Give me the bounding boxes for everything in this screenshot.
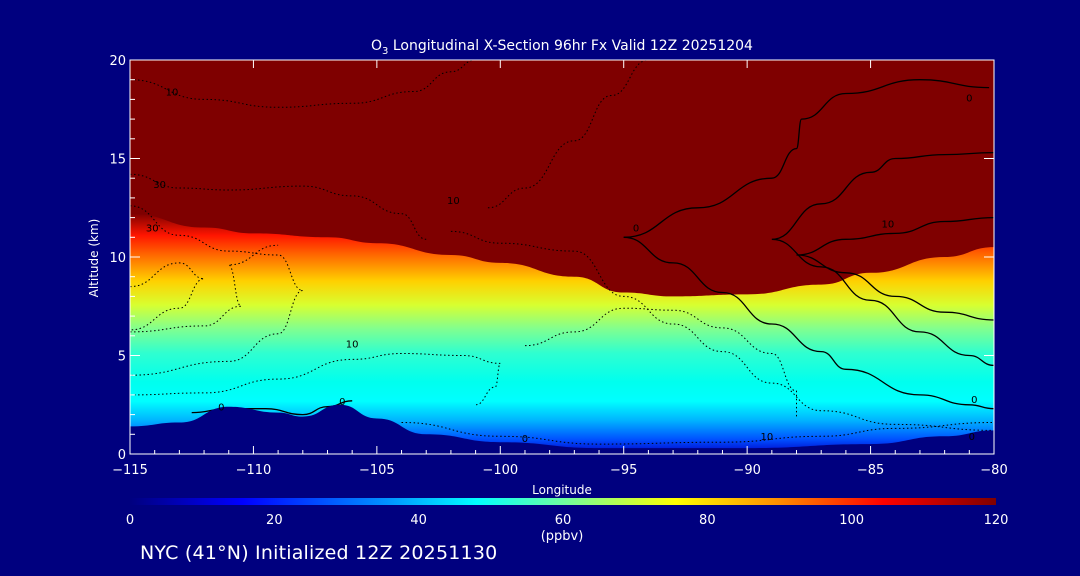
contour-label: 0 bbox=[339, 397, 345, 408]
contour-labels: 10 30 30 10 10 0 0 0 0 10 10 0 0 0 bbox=[146, 87, 978, 445]
x-tick-label: −85 bbox=[857, 463, 884, 478]
contour-label: 0 bbox=[633, 223, 639, 234]
contour-solid bbox=[623, 236, 994, 410]
y-tick-label: 5 bbox=[118, 350, 126, 365]
colorbar-tick-label: 80 bbox=[699, 513, 716, 528]
footer-text: NYC (41°N) Initialized 12Z 20251130 bbox=[140, 542, 498, 564]
contour-solid bbox=[796, 216, 994, 321]
y-tick-label: 20 bbox=[109, 54, 126, 69]
y-tick-label: 10 bbox=[109, 251, 126, 266]
x-tick-label: −105 bbox=[359, 463, 395, 478]
colorbar-ticks: 0 20 40 60 80 100 120 bbox=[126, 513, 1009, 528]
contour-label: 10 bbox=[447, 196, 460, 207]
colorbar-tick-label: 40 bbox=[410, 513, 427, 528]
contour-dotted bbox=[130, 244, 279, 333]
contour-dotted bbox=[524, 307, 798, 419]
y-tick-label: 0 bbox=[118, 448, 126, 463]
contour-dotted bbox=[130, 262, 205, 331]
plot-area: 10 30 30 10 10 0 0 0 0 10 10 0 0 0 bbox=[130, 60, 994, 454]
contour-dotted bbox=[401, 422, 994, 445]
x-axis-label: Longitude bbox=[532, 483, 592, 497]
contour-label: 0 bbox=[971, 395, 977, 406]
contour-label: 10 bbox=[761, 432, 774, 443]
x-tick-label: −100 bbox=[482, 463, 518, 478]
y-axis: 0 5 10 15 20 bbox=[109, 54, 994, 463]
colorbar-tick-label: 120 bbox=[984, 513, 1009, 528]
colorbar-ramp bbox=[130, 498, 996, 505]
colorbar-tick-label: 0 bbox=[126, 513, 134, 528]
contour-label: 10 bbox=[166, 87, 179, 98]
colorbar-tick-label: 100 bbox=[839, 513, 864, 528]
x-tick-label: −115 bbox=[112, 463, 148, 478]
contour-label: 10 bbox=[346, 340, 359, 351]
ozone-field bbox=[130, 213, 994, 454]
contour-lines bbox=[130, 60, 994, 445]
contour-label: 0 bbox=[522, 434, 528, 445]
terrain bbox=[130, 404, 994, 454]
x-tick-label: −110 bbox=[236, 463, 272, 478]
contour-label: 0 bbox=[969, 432, 975, 443]
x-tick-label: −95 bbox=[610, 463, 637, 478]
colorbar: 0 20 40 60 80 100 120 (ppbv) bbox=[126, 498, 1009, 544]
contour-label: 30 bbox=[153, 180, 166, 191]
contour-label: 30 bbox=[146, 223, 159, 234]
colorbar-units: (ppbv) bbox=[541, 529, 584, 544]
x-tick-label: −80 bbox=[980, 463, 1007, 478]
y-axis-label: Altitude (km) bbox=[87, 219, 101, 298]
contour-dotted bbox=[130, 352, 501, 406]
contour-label: 0 bbox=[966, 93, 972, 104]
contour-label: 0 bbox=[218, 403, 224, 414]
colorbar-tick-label: 20 bbox=[266, 513, 283, 528]
x-axis: −115 −110 −105 −100 −95 −90 −85 −80 bbox=[112, 60, 1008, 478]
colorbar-tick-label: 60 bbox=[555, 513, 572, 528]
x-tick-label: −90 bbox=[733, 463, 760, 478]
chart-title: O3 Longitudinal X-Section 96hr Fx Valid … bbox=[371, 38, 753, 57]
contour-dotted bbox=[130, 60, 476, 108]
contour-solid bbox=[623, 79, 990, 238]
contour-solid bbox=[771, 151, 994, 367]
contour-label: 10 bbox=[881, 219, 894, 230]
y-tick-label: 15 bbox=[109, 153, 126, 168]
